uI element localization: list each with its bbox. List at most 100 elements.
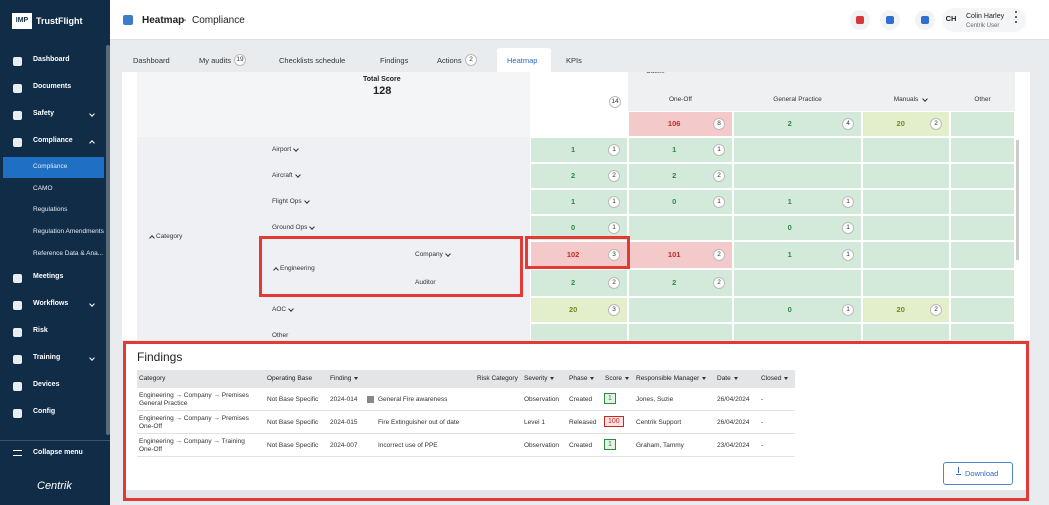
nav-icon bbox=[13, 57, 22, 66]
heatmap-cell[interactable] bbox=[733, 241, 862, 269]
tab[interactable]: KPIs bbox=[566, 56, 582, 65]
nav-item[interactable]: Meetings bbox=[33, 272, 64, 280]
heatmap-cell bbox=[950, 215, 1015, 241]
cell-count: 3 bbox=[608, 249, 620, 261]
nav-subitem[interactable]: Regulation Amendments bbox=[33, 228, 104, 236]
collapse-menu[interactable]: Collapse menu bbox=[33, 449, 83, 456]
cell-score: 1 bbox=[672, 145, 677, 154]
table-row[interactable] bbox=[137, 434, 795, 457]
category-label[interactable]: Category bbox=[156, 233, 183, 240]
nav-icon bbox=[13, 354, 22, 364]
heatmap-cell[interactable] bbox=[628, 189, 733, 215]
heatmap-cell bbox=[950, 297, 1015, 323]
header-cause-bg bbox=[628, 72, 1015, 111]
sort-arrow bbox=[702, 377, 706, 380]
nav-item[interactable]: Compliance bbox=[33, 137, 73, 144]
tab-active-bg bbox=[497, 48, 551, 73]
column-header[interactable]: Finding bbox=[330, 375, 352, 382]
row-label: Other bbox=[272, 332, 289, 339]
nav-icon bbox=[13, 84, 22, 93]
row-label[interactable]: AOC bbox=[272, 306, 287, 313]
nav-item[interactable]: Config bbox=[33, 407, 56, 415]
nav-icon bbox=[13, 273, 22, 283]
column-header[interactable]: Phase bbox=[569, 375, 588, 382]
heatmap-cell bbox=[862, 189, 950, 215]
nav-item[interactable]: Documents bbox=[33, 83, 72, 90]
cause: One-Off bbox=[139, 423, 163, 430]
tab-count: 2 bbox=[465, 54, 477, 66]
row-label[interactable]: Airport bbox=[272, 146, 292, 153]
finding-title: Fire Extinguisher out of date bbox=[378, 419, 460, 426]
kebab-dot bbox=[1015, 21, 1017, 23]
nav-icon bbox=[13, 327, 22, 337]
nav-item[interactable]: Training bbox=[33, 353, 61, 361]
header-button-icon bbox=[921, 16, 929, 24]
heatmap-cell[interactable] bbox=[733, 215, 862, 241]
nav-subitem[interactable]: CAMO bbox=[33, 184, 53, 192]
heatmap-cell bbox=[950, 269, 1015, 297]
score: 1 bbox=[604, 439, 616, 450]
row-label[interactable]: Aircraft bbox=[272, 172, 293, 179]
row-label[interactable]: Company bbox=[415, 251, 443, 258]
column-header[interactable]: Responsible Manager bbox=[636, 375, 700, 382]
heatmap-cell bbox=[628, 215, 733, 241]
tab[interactable]: Heatmap bbox=[507, 56, 538, 65]
cell-score: 2 bbox=[787, 119, 792, 128]
nav-item[interactable]: Devices bbox=[33, 380, 60, 388]
cell-count: 2 bbox=[930, 118, 942, 130]
column-header[interactable]: Score bbox=[605, 375, 622, 382]
nav-item[interactable]: Workflows bbox=[33, 299, 69, 307]
table-header-bg bbox=[137, 370, 795, 388]
closed: - bbox=[761, 396, 764, 403]
group-label[interactable]: Engineering bbox=[280, 265, 315, 272]
nav-item[interactable]: Dashboard bbox=[33, 56, 70, 63]
heatmap-cell[interactable] bbox=[733, 111, 862, 137]
row-label[interactable]: Ground Ops bbox=[272, 224, 308, 231]
heatmap-cell[interactable] bbox=[733, 189, 862, 215]
score: 1 bbox=[604, 393, 616, 404]
heatmap-cell[interactable] bbox=[530, 297, 628, 323]
finding-title: Incorrect use of PPE bbox=[378, 442, 438, 449]
column-header[interactable]: Manuals bbox=[893, 96, 919, 103]
tab-count: 19 bbox=[234, 54, 246, 66]
download-button[interactable] bbox=[943, 462, 1013, 485]
table-row[interactable] bbox=[137, 388, 795, 411]
cell-count: 4 bbox=[842, 118, 854, 130]
cell-score: 0 bbox=[787, 305, 792, 314]
tab[interactable]: Actions bbox=[437, 56, 462, 65]
heatmap-cell bbox=[733, 163, 862, 189]
sort-arrow bbox=[590, 377, 594, 380]
heatmap-cell[interactable] bbox=[733, 297, 862, 323]
nav-subitem[interactable]: Compliance bbox=[33, 163, 68, 170]
heatmap-cell bbox=[950, 111, 1015, 137]
nav-subitem[interactable]: Regulations bbox=[33, 206, 68, 214]
column-header[interactable]: Closed bbox=[761, 375, 782, 382]
row-label[interactable]: Flight Ops bbox=[272, 198, 302, 205]
nav-subitem[interactable]: Reference Data & Ana... bbox=[33, 249, 104, 257]
column-header[interactable]: Date bbox=[717, 375, 731, 382]
nav-item[interactable]: Safety bbox=[33, 110, 55, 117]
table-row[interactable] bbox=[137, 411, 795, 434]
tab[interactable]: Findings bbox=[380, 56, 409, 65]
cell-count: 1 bbox=[713, 144, 725, 156]
heatmap-cell bbox=[862, 137, 950, 163]
cell-score: 2 bbox=[672, 278, 677, 287]
heatmap-cell bbox=[862, 241, 950, 269]
download-label[interactable]: Download bbox=[965, 469, 999, 478]
heatmap-cell bbox=[733, 269, 862, 297]
tab[interactable]: Checklists schedule bbox=[279, 56, 346, 65]
heatmap-cell[interactable] bbox=[530, 137, 628, 163]
user-menu[interactable] bbox=[942, 8, 1026, 32]
avatar: CH bbox=[945, 14, 957, 23]
highlight-box bbox=[123, 341, 1029, 501]
cause-label: Cause bbox=[646, 72, 665, 75]
responsible-manager: Jones, Suzie bbox=[636, 396, 674, 403]
cell-score: 1 bbox=[571, 197, 576, 206]
column-header[interactable]: Severity bbox=[524, 375, 548, 382]
tab[interactable]: My audits bbox=[199, 56, 232, 65]
heatmap-cell bbox=[862, 163, 950, 189]
nav-item[interactable]: Risk bbox=[33, 326, 48, 334]
nav-active bbox=[3, 157, 104, 178]
tab[interactable]: Dashboard bbox=[133, 56, 170, 65]
cell-score: 101 bbox=[667, 250, 681, 259]
